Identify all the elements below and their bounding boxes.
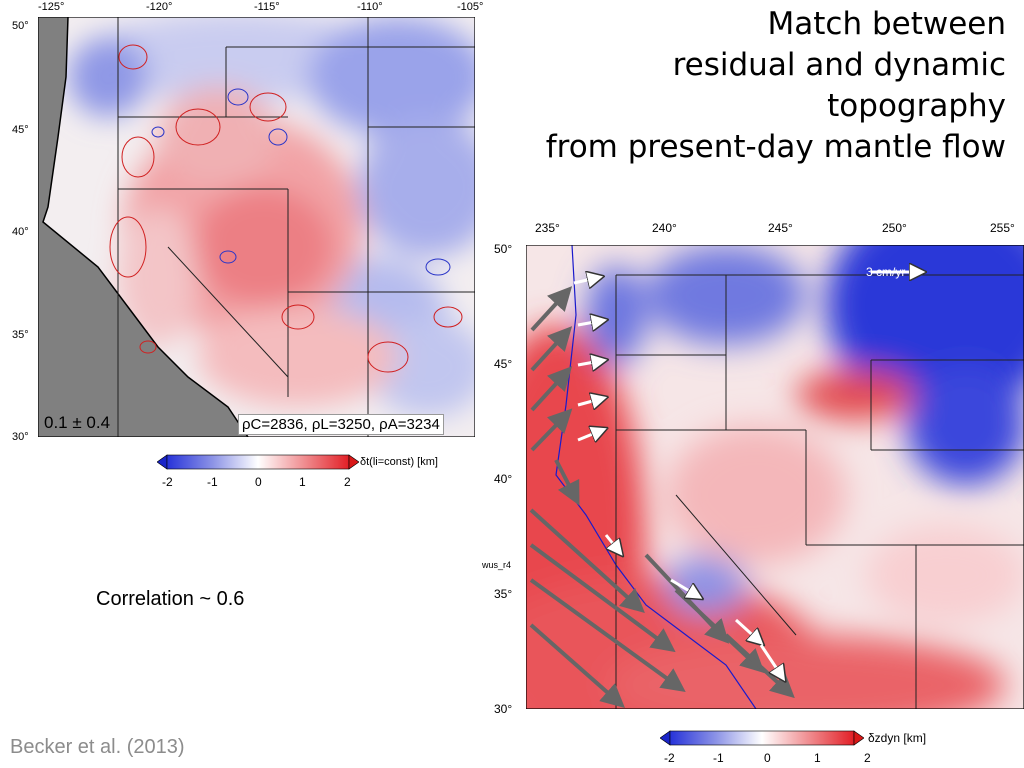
correlation-label: Correlation ~ 0.6 [96, 588, 245, 610]
left-colorbar-label: δt(li=const) [km] [360, 456, 438, 468]
right-colorbar [660, 730, 864, 746]
left-cb-tick-4: 1 [299, 475, 306, 489]
dynamic-topography-map: 235° 240° 245° 250° 255° 50° 45° 40° 35°… [480, 210, 1024, 768]
title-line-4: from present-day mantle flow [545, 129, 1006, 165]
left-cb-tick-5: 2 [344, 475, 351, 489]
right-lat-tick-35: 35° [494, 587, 513, 601]
right-lon-tick-2: 240° [652, 221, 677, 235]
right-lon-tick-1: 235° [535, 221, 560, 235]
left-lat-tick-40: 40° [12, 226, 29, 238]
residual-topography-map: -125° -120° -115° -110° -105° 50° 45° 40… [0, 0, 484, 500]
right-lat-tick-50: 50° [494, 242, 513, 256]
title-line-1: Match between [767, 6, 1007, 42]
right-cb-tick-2: -1 [713, 751, 724, 765]
left-colorbar [157, 454, 359, 470]
left-map-canvas [38, 17, 475, 437]
right-lon-tick-5: 255° [990, 221, 1015, 235]
left-lon-tick-3: -115° [254, 1, 280, 13]
title-line-3: topography [827, 88, 1006, 124]
slide-title: Match between residual and dynamic topog… [486, 4, 1006, 168]
right-cb-tick-1: -2 [664, 751, 675, 765]
right-lat-tick-30: 30° [494, 702, 513, 716]
left-lat-tick-50: 50° [12, 20, 29, 32]
title-line-2: residual and dynamic [672, 47, 1006, 83]
right-map-canvas [526, 245, 1024, 709]
left-cb-tick-2: -1 [207, 475, 218, 489]
model-side-label: wus_r4 [482, 560, 512, 570]
right-lon-tick-3: 245° [768, 221, 793, 235]
left-map-stat: 0.1 ± 0.4 [44, 413, 111, 432]
left-lon-tick-1: -125° [38, 1, 65, 13]
left-lat-tick-45: 45° [12, 124, 29, 136]
right-lon-tick-4: 250° [882, 221, 907, 235]
left-cb-tick-1: -2 [162, 475, 173, 489]
right-colorbar-label: δzdyn [km] [868, 731, 927, 745]
left-lon-tick-4: -110° [357, 1, 383, 13]
left-cb-tick-3: 0 [255, 475, 262, 489]
density-label: ρC=2836, ρL=3250, ρA=3234 [238, 414, 444, 435]
left-lat-tick-30: 30° [12, 431, 29, 443]
left-lon-tick-5: -105° [457, 1, 484, 13]
velocity-scale-label: 3 cm/yr [866, 265, 906, 279]
right-lat-tick-45: 45° [494, 357, 513, 371]
right-lat-tick-40: 40° [494, 472, 513, 486]
left-lat-tick-35: 35° [12, 329, 29, 341]
citation: Becker et al. (2013) [10, 736, 185, 758]
right-cb-tick-4: 1 [814, 751, 821, 765]
right-cb-tick-3: 0 [764, 751, 771, 765]
left-lon-tick-2: -120° [146, 1, 173, 13]
right-cb-tick-5: 2 [864, 751, 871, 765]
